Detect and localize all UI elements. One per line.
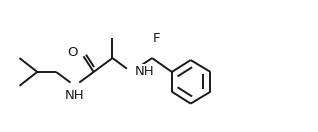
Text: F: F	[152, 32, 160, 45]
Text: O: O	[67, 46, 78, 59]
Text: NH: NH	[65, 89, 85, 102]
Text: NH: NH	[134, 65, 154, 78]
